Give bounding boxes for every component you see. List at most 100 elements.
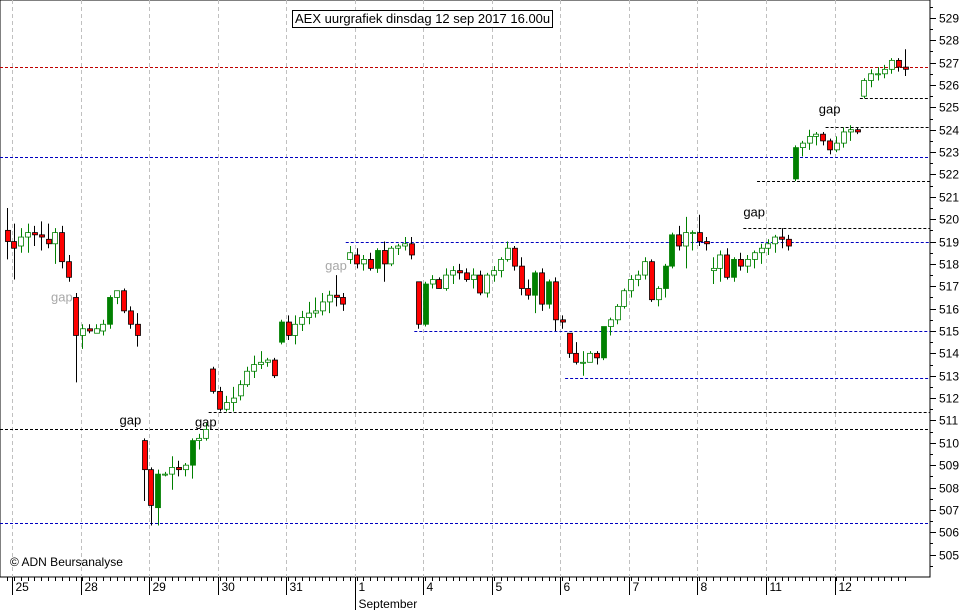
y-tick-label: 512 — [939, 392, 959, 406]
x-day-label: 1 — [359, 580, 366, 594]
candle-body — [656, 288, 662, 301]
candle-body — [663, 265, 669, 289]
candle-body — [875, 73, 881, 76]
candle-body — [196, 437, 202, 441]
y-tick-label: 526 — [939, 79, 959, 93]
candle-body — [505, 247, 511, 260]
candle-body — [615, 305, 621, 321]
candle-body — [347, 252, 353, 260]
candle-body — [587, 352, 593, 363]
candle-body — [155, 473, 161, 509]
candle-body — [265, 359, 271, 363]
candle-body — [169, 467, 175, 475]
candle-body — [752, 252, 758, 260]
y-tick-label: 529 — [939, 12, 959, 26]
candle-body — [649, 261, 655, 301]
candle-body — [882, 68, 888, 75]
candle-body — [238, 384, 244, 397]
candle-body — [800, 142, 806, 149]
candle-body — [203, 428, 209, 439]
x-day-label: 8 — [701, 580, 708, 594]
candle-body — [621, 290, 627, 307]
candle-body — [567, 332, 573, 354]
y-tick-label: 515 — [939, 325, 959, 339]
candle-body — [46, 238, 52, 245]
candle-body — [807, 136, 813, 144]
x-day-label: 30 — [222, 580, 236, 594]
candle-body — [299, 317, 305, 325]
gap-label: gap — [743, 204, 765, 219]
gap-label: gap — [120, 412, 142, 427]
candle-body — [519, 265, 525, 289]
candle-body — [258, 361, 264, 365]
candle-body — [121, 290, 127, 312]
candle-body — [39, 234, 45, 238]
candle-body — [73, 297, 79, 336]
candle-body — [580, 361, 586, 364]
candle-body — [430, 279, 436, 285]
y-tick-label: 516 — [939, 303, 959, 317]
gap-label: gap — [195, 415, 217, 430]
candle-body — [128, 310, 134, 325]
candle-body — [889, 59, 895, 70]
candle-body — [162, 473, 168, 476]
candle-body — [18, 236, 24, 247]
candle-body — [5, 229, 11, 242]
candle-body — [498, 259, 504, 272]
candle-body — [820, 133, 826, 142]
y-tick-label: 508 — [939, 482, 959, 496]
candle-body — [66, 261, 72, 278]
candle-body — [477, 274, 483, 294]
x-day-label: 25 — [16, 580, 30, 594]
y-tick-label: 506 — [939, 526, 959, 540]
candle-body — [903, 66, 909, 70]
candle-body — [107, 297, 113, 325]
month-label: September — [359, 597, 418, 610]
candle-body — [416, 281, 422, 325]
candle-body — [484, 274, 490, 294]
candle-body — [313, 310, 319, 314]
candle-body — [759, 247, 765, 254]
candle-body — [190, 440, 196, 466]
x-day-label: 12 — [839, 580, 853, 594]
candle-body — [731, 259, 737, 278]
candle-body — [251, 364, 257, 372]
candle-body — [382, 250, 388, 265]
x-day-label: 7 — [633, 580, 640, 594]
y-tick-label: 514 — [939, 347, 959, 361]
candle-body — [608, 319, 614, 327]
candle-body — [114, 290, 120, 298]
candle-body — [423, 283, 429, 325]
x-day-label: 4 — [427, 580, 434, 594]
candle-body — [402, 243, 408, 247]
candle-body — [25, 232, 31, 238]
candle-body — [354, 254, 360, 265]
candle-body — [711, 267, 717, 272]
candle-body — [896, 59, 902, 68]
candle-body — [210, 368, 216, 392]
candle-body — [183, 464, 189, 471]
y-tick-label: 511 — [939, 414, 958, 428]
y-tick-label: 524 — [939, 124, 959, 138]
x-day-label: 29 — [153, 580, 167, 594]
candle-body — [827, 140, 833, 151]
y-tick-label: 523 — [939, 146, 959, 160]
candle-body — [443, 274, 449, 289]
gap-label: gap — [325, 258, 347, 273]
y-tick-label: 510 — [939, 437, 959, 451]
candle-body — [669, 234, 675, 267]
candle-body — [834, 142, 840, 151]
candle-body — [512, 247, 518, 267]
candle-body — [450, 270, 456, 276]
candle-body — [334, 294, 340, 298]
candle-body — [779, 236, 785, 240]
candle-body — [375, 250, 381, 269]
candle-body — [436, 279, 442, 289]
candle-body — [368, 259, 374, 269]
candle-body — [793, 147, 799, 180]
y-tick-label: 521 — [939, 191, 959, 205]
candle-body — [539, 272, 545, 305]
x-day-label: 28 — [85, 580, 99, 594]
